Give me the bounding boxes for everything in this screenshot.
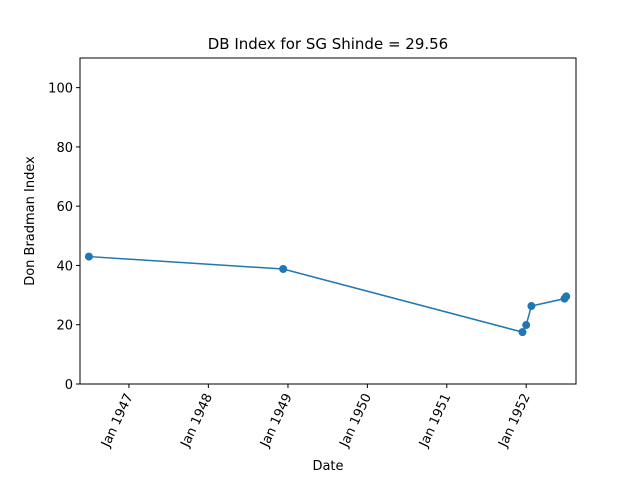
data-point xyxy=(527,302,536,311)
y-axis: 0 20 40 60 80 100 xyxy=(48,82,80,393)
x-tick-label: Jan 1950 xyxy=(337,391,375,450)
series-line xyxy=(88,255,567,334)
y-tick-label: 100 xyxy=(48,82,73,97)
data-point xyxy=(279,265,288,274)
y-axis-label: Don Bradman Index xyxy=(23,156,38,286)
x-tick-label: Jan 1952 xyxy=(496,391,534,450)
x-axis: Jan 1947 Jan 1948 Jan 1949 Jan 1950 Jan 1951… xyxy=(98,384,534,450)
x-tick-label: Jan 1949 xyxy=(257,391,295,450)
x-tick-label: Jan 1947 xyxy=(98,391,136,450)
data-point xyxy=(84,252,93,261)
x-axis-label: Date xyxy=(312,459,343,474)
y-tick-label: 0 xyxy=(65,378,73,393)
data-point xyxy=(518,328,527,337)
data-point xyxy=(522,321,531,330)
y-tick-label: 20 xyxy=(56,319,73,334)
axes-frame xyxy=(79,57,577,385)
y-tick-label: 80 xyxy=(56,141,73,156)
x-tick-label: Jan 1951 xyxy=(416,391,454,450)
plot-area xyxy=(84,252,571,337)
x-tick-label: Jan 1948 xyxy=(178,391,216,450)
data-point xyxy=(562,292,571,301)
y-tick-label: 60 xyxy=(56,200,73,215)
y-tick-label: 40 xyxy=(56,259,73,274)
chart-title: DB Index for SG Shinde = 29.56 xyxy=(208,35,448,53)
